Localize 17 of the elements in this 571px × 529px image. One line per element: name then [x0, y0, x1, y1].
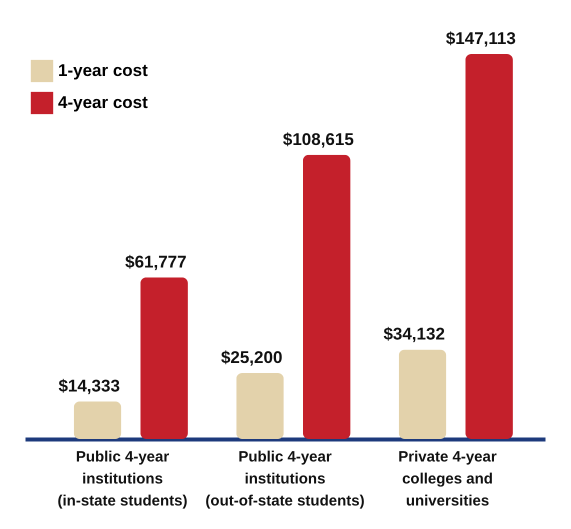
bar [302, 154, 350, 439]
bar [465, 54, 513, 439]
data-label: $25,200 [220, 348, 282, 368]
data-label: $147,113 [446, 29, 516, 48]
x-tick-label: Public 4-year institutions (out-of-state students) [205, 448, 365, 510]
legend-label: 4-year cost [58, 93, 148, 112]
legend-label: 1-year cost [58, 61, 148, 80]
data-label: $61,777 [125, 252, 187, 272]
bar [398, 350, 446, 439]
x-tick-label: Private 4-year colleges and universities [398, 448, 497, 510]
data-label: $14,333 [58, 376, 120, 396]
data-label: $34,132 [383, 324, 445, 344]
x-tick-label: Public 4-year institutions (in-state students) [57, 448, 188, 510]
bar [140, 277, 188, 439]
bar [74, 401, 122, 439]
data-label: $108,615 [282, 130, 354, 149]
bar [236, 373, 284, 439]
